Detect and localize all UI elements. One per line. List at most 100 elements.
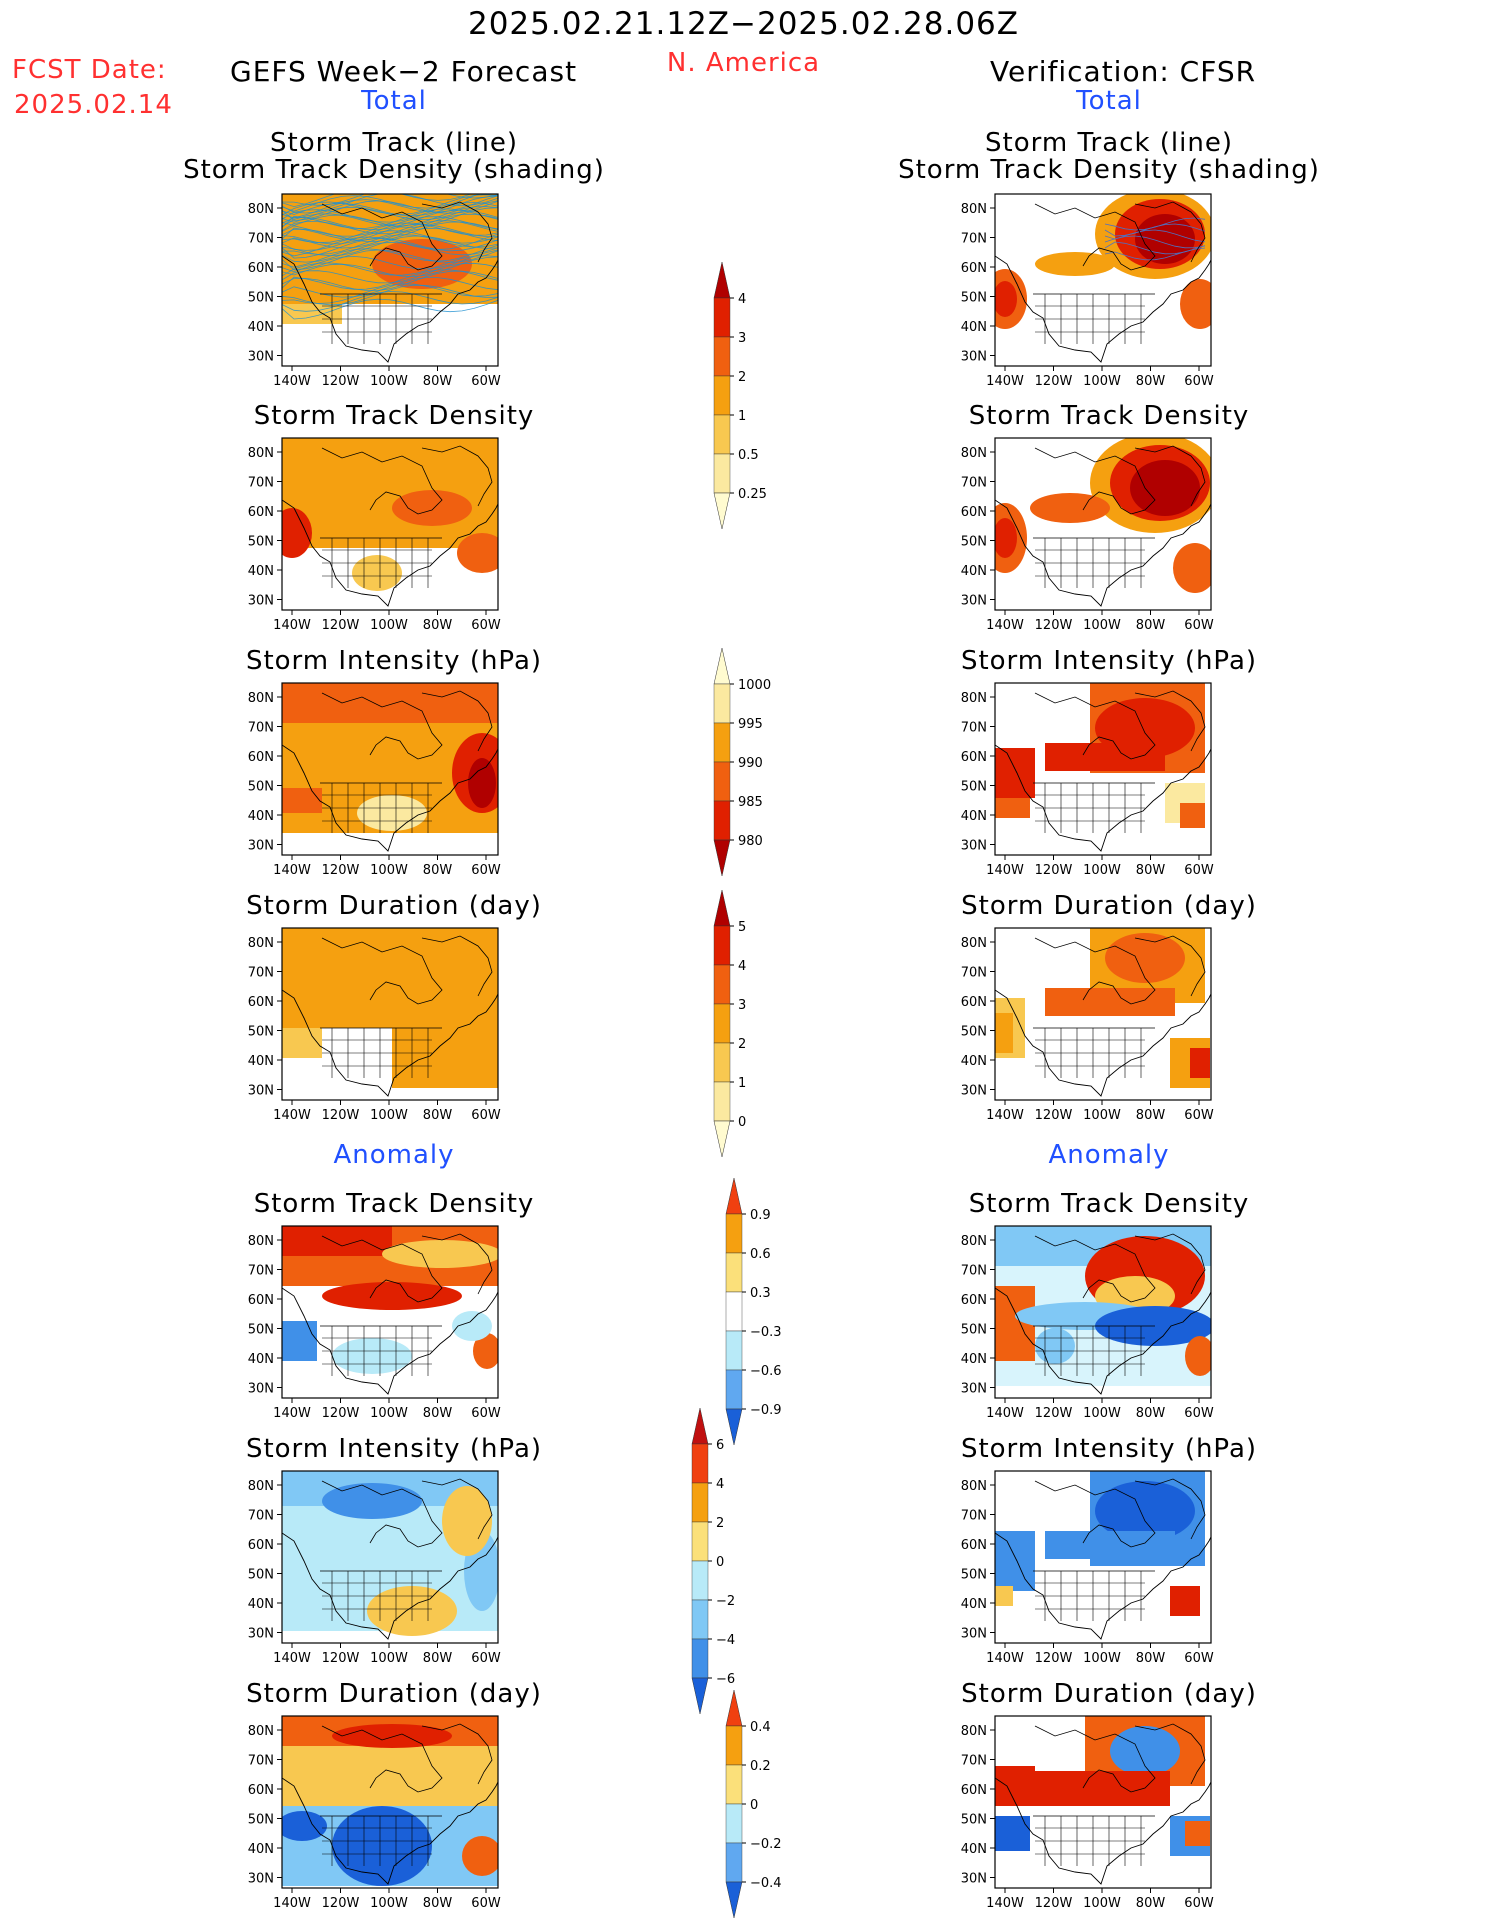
lon-tick-label: 140W	[986, 618, 1024, 633]
lat-tick-label: 80N	[961, 691, 987, 706]
lat-tick-label: 60N	[248, 1783, 274, 1798]
colorbar-tick-label: 985	[738, 795, 763, 810]
lat-tick-label: 40N	[961, 564, 987, 579]
colorbar-tick-label: 6	[716, 1438, 724, 1453]
lon-tick-label: 60W	[471, 1406, 501, 1421]
verification-column-title: Verification: CFSR	[990, 55, 1257, 88]
lon-tick-label: 140W	[986, 1651, 1024, 1666]
lon-tick-label: 80W	[423, 1406, 453, 1421]
lat-tick-label: 80N	[248, 1479, 274, 1494]
lon-tick-label: 80W	[423, 618, 453, 633]
lat-tick-label: 60N	[248, 1538, 274, 1553]
lat-tick-label: 40N	[961, 320, 987, 335]
lat-tick-label: 50N	[248, 1025, 274, 1040]
left-panel4-title: Storm Duration (day)	[246, 891, 542, 921]
lat-tick-label: 50N	[248, 1568, 274, 1583]
colorbar-tick-label: −6	[716, 1672, 735, 1687]
lat-tick-label: 60N	[961, 1783, 987, 1798]
lon-tick-label: 80W	[1136, 1108, 1166, 1123]
lon-tick-label: 60W	[471, 1108, 501, 1123]
map-fcst-density: 80N 70N 60N 50N 40N 30N 140W 120W 100W 80W 60W	[237, 434, 513, 640]
lon-tick-label: 80W	[1136, 863, 1166, 878]
right-panel2-title: Storm Track Density	[968, 401, 1250, 431]
map-svg: 80N 70N 60N 50N 40N 30N 140W 120W 100W 80W 60W	[248, 1715, 501, 1911]
lat-tick-label: 30N	[961, 350, 987, 365]
lon-tick-label: 120W	[1035, 1651, 1073, 1666]
colorbar-tick-label: 1000	[738, 678, 771, 693]
lat-tick-label: 30N	[961, 594, 987, 609]
lat-tick-label: 80N	[248, 691, 274, 706]
lon-tick-label: 140W	[273, 863, 311, 878]
map-svg: 80N 70N 60N 50N 40N 30N 140W 120W 100W 80W 60W	[248, 193, 501, 389]
lon-tick-label: 100W	[370, 1108, 408, 1123]
lat-tick-label: 50N	[248, 780, 274, 795]
lat-tick-label: 50N	[961, 780, 987, 795]
colorbar-tick-label: −0.2	[750, 1837, 782, 1852]
lat-tick-label: 50N	[248, 1813, 274, 1828]
lat-tick-label: 60N	[248, 261, 274, 276]
colorbar-tick-label: 0.9	[750, 1208, 771, 1223]
lat-tick-label: 30N	[248, 594, 274, 609]
map-svg: 80N 70N 60N 50N 40N 30N 140W 120W 100W 80W 60W	[961, 927, 1214, 1123]
lat-tick-label: 70N	[248, 476, 274, 491]
lon-tick-label: 120W	[322, 1651, 360, 1666]
lat-tick-label: 30N	[248, 1382, 274, 1397]
lat-tick-label: 70N	[248, 966, 274, 981]
lat-tick-label: 60N	[961, 261, 987, 276]
lon-tick-label: 100W	[370, 863, 408, 878]
colorbar-tick-label: 980	[738, 834, 763, 849]
lon-tick-label: 80W	[423, 374, 453, 389]
lon-tick-label: 60W	[1184, 618, 1214, 633]
lat-tick-label: 40N	[248, 1842, 274, 1857]
lat-tick-label: 70N	[961, 232, 987, 247]
lon-tick-label: 140W	[273, 1651, 311, 1666]
lat-tick-label: 40N	[248, 564, 274, 579]
lat-tick-label: 80N	[961, 202, 987, 217]
lat-tick-label: 50N	[961, 1323, 987, 1338]
lat-tick-label: 40N	[961, 1842, 987, 1857]
lat-tick-label: 60N	[961, 995, 987, 1010]
map-fcst-intensity: 80N 70N 60N 50N 40N 30N 140W 120W 100W 80W 60W	[237, 679, 513, 885]
lon-tick-label: 100W	[370, 618, 408, 633]
left-panel5-title: Storm Track Density	[253, 1189, 535, 1219]
lat-tick-label: 40N	[248, 320, 274, 335]
lon-tick-label: 100W	[370, 374, 408, 389]
colorbar-tick-label: 3	[738, 998, 746, 1013]
lon-tick-label: 100W	[370, 1651, 408, 1666]
lat-tick-label: 30N	[961, 1382, 987, 1397]
right-panel6-title: Storm Intensity (hPa)	[960, 1434, 1258, 1464]
lon-tick-label: 100W	[1083, 618, 1121, 633]
map-svg: 80N 70N 60N 50N 40N 30N 140W 120W 100W 80W 60W	[248, 437, 501, 633]
colorbar-tick-label: 0.5	[738, 448, 759, 463]
lat-tick-label: 60N	[248, 505, 274, 520]
right-panel1-title-line2: Storm Track Density (shading)	[898, 155, 1320, 185]
lon-tick-label: 100W	[1083, 374, 1121, 389]
left-total-label: Total	[361, 86, 427, 116]
right-panel1-title-line1: Storm Track (line)	[985, 128, 1233, 158]
map-verif-track-density: 80N 70N 60N 50N 40N 30N 140W 120W 100W 80W 60W	[950, 190, 1226, 396]
lon-tick-label: 80W	[1136, 374, 1166, 389]
left-panel3-title: Storm Intensity (hPa)	[245, 646, 543, 676]
lat-tick-label: 40N	[961, 1054, 987, 1069]
lon-tick-label: 100W	[1083, 1108, 1121, 1123]
lon-tick-label: 120W	[322, 374, 360, 389]
map-svg: 80N 70N 60N 50N 40N 30N 140W 120W 100W 80W 60W	[248, 682, 501, 878]
colorbar-tick-label: −0.9	[750, 1403, 782, 1418]
lat-tick-label: 70N	[248, 1509, 274, 1524]
lon-tick-label: 140W	[986, 374, 1024, 389]
map-svg: 80N 70N 60N 50N 40N 30N 140W 120W 100W 80W 60W	[961, 1225, 1214, 1421]
map-svg: 80N 70N 60N 50N 40N 30N 140W 120W 100W 80W 60W	[961, 193, 1214, 389]
lat-tick-label: 50N	[961, 1813, 987, 1828]
map-svg: 80N 70N 60N 50N 40N 30N 140W 120W 100W 80W 60W	[961, 1470, 1214, 1666]
lat-tick-label: 30N	[961, 1084, 987, 1099]
map-fcst-duration: 80N 70N 60N 50N 40N 30N 140W 120W 100W 80W 60W	[237, 924, 513, 1130]
lat-tick-label: 60N	[961, 750, 987, 765]
lon-tick-label: 80W	[423, 1896, 453, 1911]
left-anomaly-label: Anomaly	[333, 1140, 455, 1170]
lat-tick-label: 40N	[248, 1352, 274, 1367]
lat-tick-label: 70N	[248, 721, 274, 736]
colorbar-tick-label: 4	[738, 959, 746, 974]
map-verif-duration: 80N 70N 60N 50N 40N 30N 140W 120W 100W 80W 60W	[950, 924, 1226, 1130]
left-panel7-title: Storm Duration (day)	[246, 1679, 542, 1709]
right-anomaly-label: Anomaly	[1048, 1140, 1170, 1170]
